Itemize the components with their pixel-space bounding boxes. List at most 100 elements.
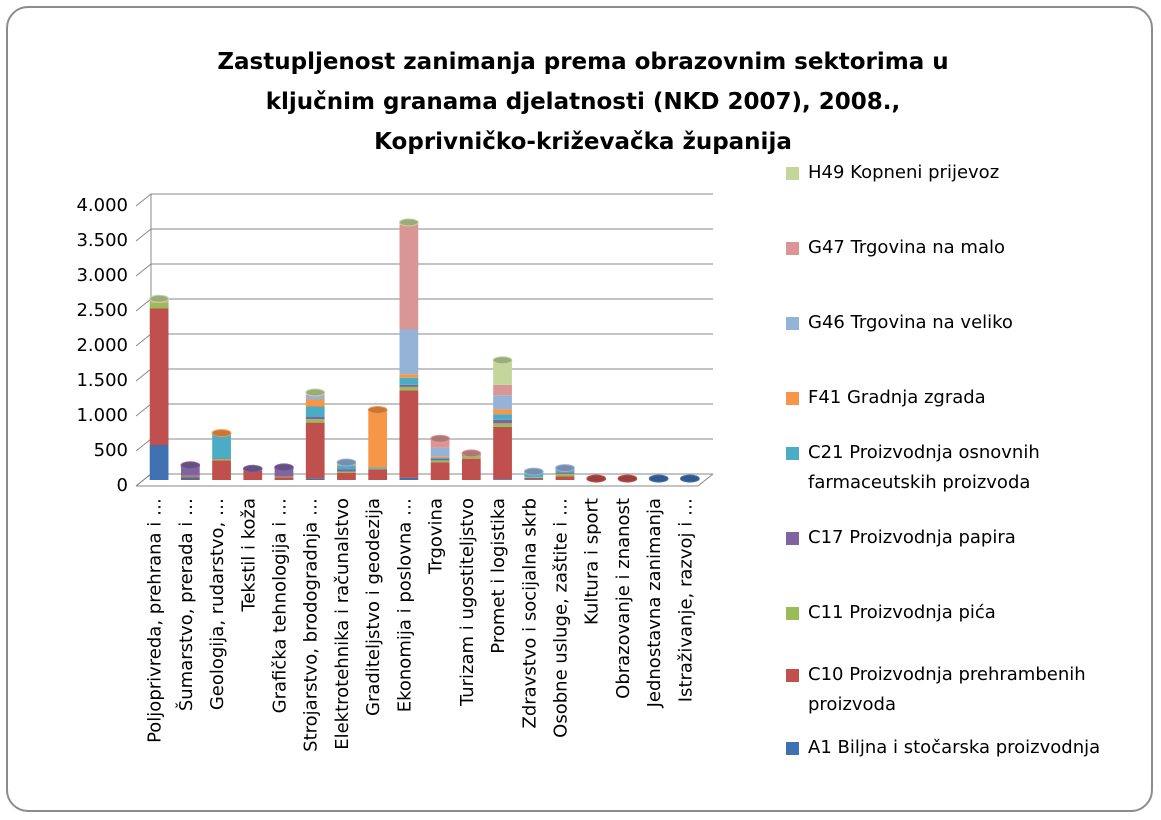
x-tick-label: Graditeljstvo i geodezija — [363, 498, 384, 716]
bar-segment — [399, 384, 419, 387]
bar-segment — [212, 459, 231, 461]
bar-segment — [493, 395, 512, 410]
x-tick-label: Istraživanje, razvoj i … — [675, 498, 696, 702]
legend-item: F41 Gradnja zgrada — [784, 383, 1144, 413]
y-tick-label: 1.500 — [76, 370, 128, 391]
bar-segment — [305, 406, 325, 417]
legend-item: C10 Proizvodnja prehrambenih proizvoda — [784, 660, 1144, 720]
bar-segment — [430, 456, 450, 458]
grid-line — [135, 333, 713, 347]
bar-cap — [305, 388, 326, 397]
bar-segment — [180, 475, 200, 477]
bar-cap — [399, 218, 419, 227]
legend-item: C11 Proizvodnja pića — [784, 598, 1144, 628]
bar-segment — [180, 476, 200, 478]
bar-cap — [242, 464, 263, 473]
y-tick-label: 2.000 — [76, 335, 128, 356]
legend-label: G47 Trgovina na malo — [808, 237, 1005, 258]
bar-segment — [399, 374, 419, 378]
legend-swatch — [786, 532, 799, 545]
bar-segment — [274, 477, 294, 480]
bar-segment — [555, 473, 575, 477]
x-tick-label: Osobne usluge, zaštite i … — [551, 498, 572, 738]
bar-segment — [430, 457, 450, 459]
bar-segment — [430, 459, 450, 461]
legend-item: G47 Trgovina na malo — [784, 233, 1144, 263]
bar-segment — [493, 414, 512, 420]
bar-segment — [274, 476, 294, 478]
bar-segment — [493, 426, 512, 480]
bar-segment — [493, 409, 512, 415]
legend-label: A1 Biljna i stočarska proizvodnja — [808, 737, 1101, 758]
bar-segment — [305, 422, 325, 479]
x-tick-label: Poljoprivreda, prehrana i … — [145, 498, 166, 743]
grid-line — [135, 403, 713, 417]
bar-cap — [367, 406, 388, 414]
bar-segment — [399, 224, 419, 330]
bar-segment — [149, 308, 169, 445]
bar-segment — [180, 465, 200, 476]
bar-segment — [524, 477, 544, 478]
bar-segment — [493, 384, 512, 396]
bar-segment — [305, 396, 325, 400]
bar-cap — [430, 434, 450, 443]
x-tick-label: Šumarstvo, prerada i … — [175, 498, 197, 711]
x-tick-label: Strojarstvo, brodogradnja … — [301, 498, 322, 752]
x-tick-label: Kultura i sport — [582, 498, 603, 625]
legend-label: C11 Proizvodnja pića — [808, 602, 996, 623]
x-tick-label: Elektrotehnika i računalstvo — [332, 498, 353, 750]
bar-cap — [648, 474, 669, 483]
bar-segment — [493, 423, 512, 427]
bar-segment — [555, 476, 575, 480]
bar-segment — [337, 471, 356, 473]
bar-segment — [337, 473, 356, 480]
bar-segment — [399, 377, 419, 385]
bar-cap — [180, 461, 201, 470]
legend-label: F41 Gradnja zgrada — [808, 387, 986, 408]
legend-swatch — [786, 669, 799, 682]
bar-cap — [680, 474, 700, 483]
bar-cap — [149, 294, 169, 303]
x-tick-label: Zdravstvo i socijalna skrb — [519, 498, 540, 729]
bar-segment — [305, 419, 325, 423]
bar-segment — [274, 467, 294, 477]
bar-segment — [461, 456, 481, 459]
bar-segment — [399, 477, 419, 480]
bar-cap — [336, 458, 357, 467]
x-tick-label: Tekstil i koža — [238, 498, 259, 613]
legend-item: C17 Proizvodnja papira — [784, 523, 1144, 553]
grid-line — [135, 228, 713, 242]
grid-line — [135, 368, 713, 382]
bar-segment — [399, 386, 419, 391]
bar-segment — [243, 470, 263, 480]
grid-line — [135, 193, 713, 207]
x-tick-label: Grafička tehnologija i … — [270, 498, 291, 713]
bar-segment — [493, 479, 512, 480]
bar-segment — [305, 417, 325, 420]
floor — [136, 473, 714, 487]
legend-item: H49 Kopneni prijevoz — [784, 158, 1144, 188]
legend-swatch — [786, 392, 799, 405]
x-tick-label: Trgovina — [426, 498, 447, 575]
y-tick-label: 4.000 — [76, 195, 128, 216]
x-tick-label: Turizam i ugostiteljstvo — [457, 498, 478, 707]
y-tick-label: 2.500 — [76, 300, 128, 321]
bar-segment — [430, 460, 450, 463]
grid-line — [135, 298, 713, 312]
legend-label: C17 Proizvodnja papira — [808, 527, 1016, 548]
bar-cap — [617, 474, 638, 483]
bar-segment — [180, 477, 200, 480]
legend-swatch — [786, 242, 799, 255]
legend-swatch — [786, 742, 799, 755]
bar-cap — [211, 429, 232, 438]
x-tick-label: Jednostavna zanimanja — [644, 498, 665, 708]
bar-segment — [149, 302, 169, 309]
y-tick-label: 3.000 — [76, 265, 128, 286]
legend-label: H49 Kopneni prijevoz — [808, 162, 1000, 183]
legend-item: G46 Trgovina na veliko — [784, 308, 1144, 338]
bar-segment — [337, 466, 356, 470]
bar-segment — [430, 447, 450, 457]
bar-cap — [492, 356, 513, 365]
chart-frame: 0 500 1.000 1.500 2.000 2.500 3.000 3.500 4.000 P… — [6, 6, 1153, 812]
bar-segment — [493, 360, 512, 385]
